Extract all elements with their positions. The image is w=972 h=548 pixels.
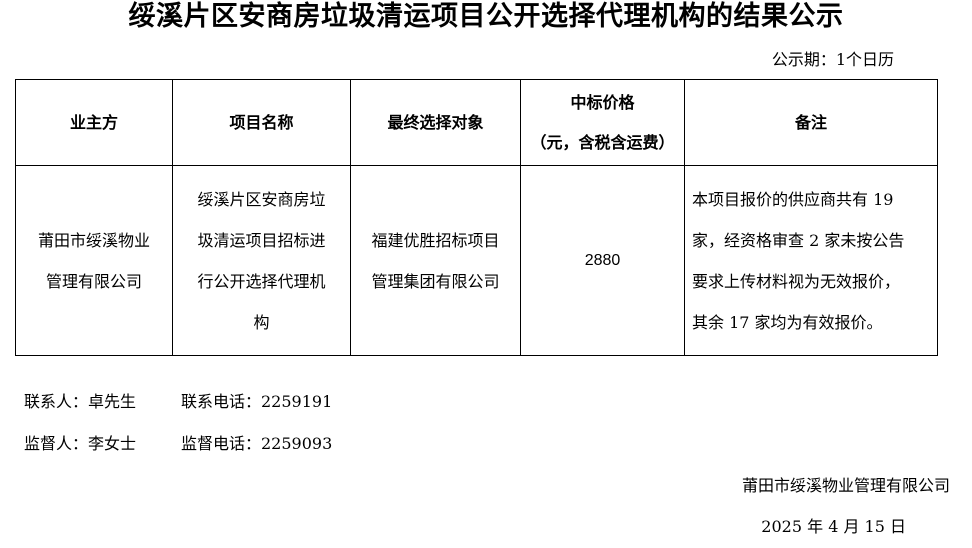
supervisor-phone: 监督电话：2259093 <box>181 434 333 453</box>
cell-line: 莆田市绥溪物业 <box>37 230 150 250</box>
signature-date: 2025 年 4 月 15 日 <box>761 517 906 536</box>
cell-owner: 莆田市绥溪物业 管理有限公司 <box>15 165 173 356</box>
page-title: 绥溪片区安商房垃圾清运项目公开选择代理机构的结果公示 <box>128 1 844 32</box>
cell-line: 构 <box>253 312 270 332</box>
cell-project: 绥溪片区安商房垃 圾清运项目招标进 行公开选择代理机 构 <box>172 165 351 356</box>
cell-line: 管理有限公司 <box>45 271 142 291</box>
cell-line: 要求上传材料视为无效报价， <box>692 271 901 291</box>
contact-phone: 联系电话：2259191 <box>181 392 333 411</box>
cell-line: 圾清运项目招标进 <box>197 230 326 250</box>
cell-line: 福建优胜招标项目 <box>371 230 500 250</box>
header-price-label: 中标价格 <box>570 92 635 112</box>
cell-line: 管理集团有限公司 <box>371 271 500 291</box>
result-table: 业主方 项目名称 最终选择对象 中标价格 （元，含税含运费） 备注 莆田市绥溪物… <box>15 79 938 356</box>
cell-line: 行公开选择代理机 <box>197 271 326 291</box>
header-project: 项目名称 <box>172 79 351 166</box>
header-owner: 业主方 <box>15 79 173 166</box>
table-row: 莆田市绥溪物业 管理有限公司 绥溪片区安商房垃 圾清运项目招标进 行公开选择代理… <box>15 165 938 356</box>
cell-selected: 福建优胜招标项目 管理集团有限公司 <box>350 165 521 356</box>
header-note: 备注 <box>684 79 938 166</box>
signature-org: 莆田市绥溪物业管理有限公司 <box>741 476 950 495</box>
table-header-row: 业主方 项目名称 最终选择对象 中标价格 （元，含税含运费） 备注 <box>15 79 938 166</box>
cell-line: 其余 17 家均为有效报价。 <box>692 312 883 332</box>
cell-price: 2880 <box>520 165 685 356</box>
publicity-period: 公示期：1个日历 <box>771 50 894 69</box>
cell-line: 家，经资格审查 2 家未按公告 <box>692 230 905 250</box>
header-selected: 最终选择对象 <box>350 79 521 166</box>
contact-person: 联系人：卓先生 <box>24 392 137 411</box>
header-price: 中标价格 （元，含税含运费） <box>520 79 685 166</box>
header-price-unit: （元，含税含运费） <box>530 132 675 152</box>
cell-line: 本项目报价的供应商共有 19 <box>692 189 894 209</box>
cell-line: 绥溪片区安商房垃 <box>197 189 326 209</box>
supervisor: 监督人：李女士 <box>24 434 137 453</box>
cell-note: 本项目报价的供应商共有 19 家，经资格审查 2 家未按公告 要求上传材料视为无… <box>684 165 938 356</box>
